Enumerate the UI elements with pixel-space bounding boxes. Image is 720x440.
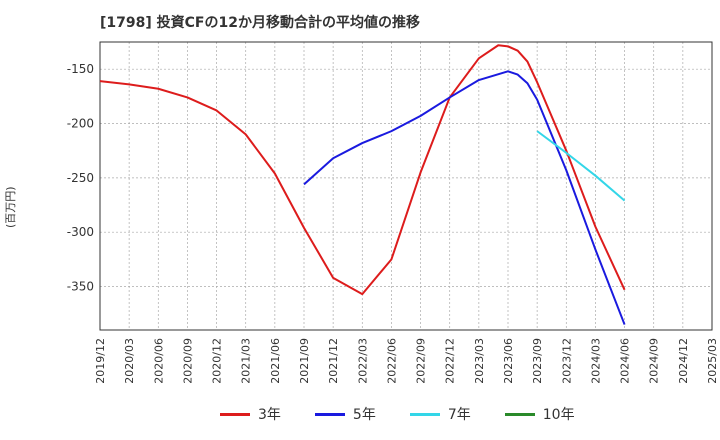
x-tick-label: 2020/09: [181, 338, 194, 384]
legend-label-5y: 5年: [352, 407, 376, 423]
x-tick-label: 2021/12: [327, 338, 340, 384]
x-tick-label: 2020/12: [211, 338, 224, 384]
legend-item-10y: 10年: [504, 404, 575, 424]
x-tick-label: 2023/09: [531, 338, 544, 384]
y-tick-label: -200: [67, 117, 94, 131]
x-tick-label: 2020/06: [152, 338, 165, 384]
x-tick-label: 2024/09: [648, 338, 661, 384]
series-line-7年: [536, 130, 626, 202]
x-tick-label: 2019/12: [94, 338, 107, 384]
x-tick-label: 2022/03: [356, 338, 369, 384]
legend-label-7y: 7年: [447, 407, 471, 423]
x-tick-label: 2021/06: [269, 338, 282, 384]
x-tick-label: 2024/03: [589, 338, 602, 384]
x-tick-label: 2025/03: [706, 338, 719, 384]
series-line-3年: [99, 44, 626, 296]
legend-item-3y: 3年: [220, 404, 281, 424]
x-tick-label: 2023/12: [560, 338, 573, 384]
legend-label-10y: 10年: [542, 407, 575, 423]
legend-swatch-5y: [314, 412, 345, 416]
chart-legend: 3年 5年 7年 10年: [220, 404, 575, 424]
series-line-5年: [303, 70, 626, 325]
legend-swatch-10y: [504, 412, 535, 416]
legend-item-7y: 7年: [409, 404, 471, 424]
legend-swatch-3y: [220, 412, 250, 416]
plot-frame: [99, 41, 713, 331]
x-tick-label: 2022/12: [444, 338, 457, 384]
y-tick-label: -350: [67, 280, 94, 294]
x-tick-label: 2024/12: [677, 338, 690, 384]
legend-item-5y: 5年: [314, 404, 376, 424]
x-tick-label: 2023/03: [473, 338, 486, 384]
y-tick-label: -300: [67, 225, 94, 239]
x-tick-label: 2021/03: [240, 338, 253, 384]
x-tick-label: 2024/06: [619, 338, 632, 384]
x-tick-label: 2022/09: [415, 338, 428, 384]
legend-label-3y: 3年: [258, 407, 281, 423]
y-tick-label: -250: [67, 171, 94, 185]
x-tick-label: 2022/06: [385, 338, 398, 384]
y-tick-label: -150: [67, 62, 94, 76]
x-tick-label: 2020/03: [123, 338, 136, 384]
legend-swatch-7y: [409, 412, 440, 416]
chart-title: [1798] 投資CFの12か月移動合計の平均値の推移: [100, 15, 420, 31]
x-tick-label: 2021/09: [298, 338, 311, 384]
x-tick-label: 2023/06: [502, 338, 515, 384]
